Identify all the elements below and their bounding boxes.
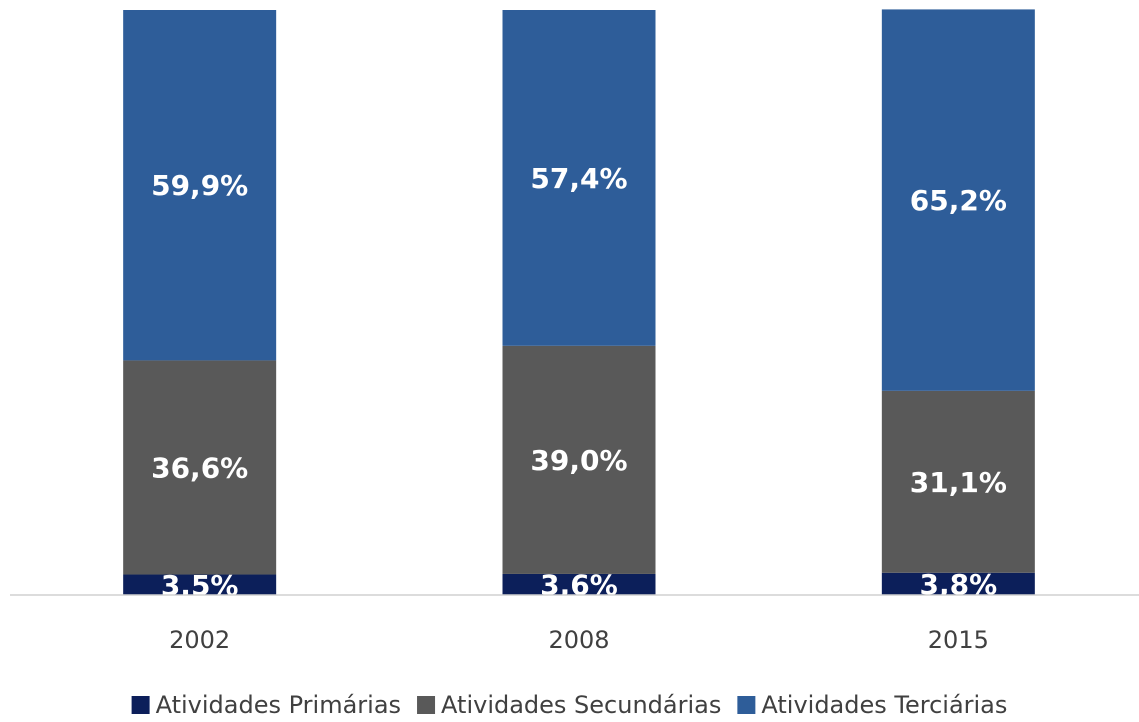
bar-segment xyxy=(123,10,277,361)
x-tick-label: 2002 xyxy=(169,626,230,654)
data-label: 3,6% xyxy=(540,568,618,601)
bar-segment xyxy=(123,360,277,575)
data-label: 36,6% xyxy=(151,451,248,484)
x-tick-label: 2015 xyxy=(928,626,989,654)
legend-swatch xyxy=(131,696,150,714)
data-label: 31,1% xyxy=(910,466,1007,499)
legend-swatch xyxy=(417,696,436,714)
legend-label: Atividades Secundárias xyxy=(441,691,721,719)
x-tick-label: 2008 xyxy=(548,626,609,654)
data-label: 65,2% xyxy=(910,184,1007,217)
bar-segment xyxy=(502,10,656,346)
data-label: 59,9% xyxy=(151,169,248,202)
bar-segment xyxy=(502,345,656,574)
bar-segment xyxy=(123,574,277,595)
legend-swatch xyxy=(737,696,756,714)
bar-segment xyxy=(502,573,656,595)
legend-label: Atividades Terciárias xyxy=(761,691,1007,719)
bar-segment xyxy=(881,9,1035,391)
bar-segment xyxy=(881,390,1035,573)
legend: Atividades Primárias Atividades Secundári… xyxy=(131,691,1007,719)
bar-segment xyxy=(881,572,1035,595)
data-label: 39,0% xyxy=(530,444,627,477)
data-label: 3,8% xyxy=(920,568,998,601)
data-label: 57,4% xyxy=(530,162,627,195)
legend-label: Atividades Primárias xyxy=(156,691,401,719)
